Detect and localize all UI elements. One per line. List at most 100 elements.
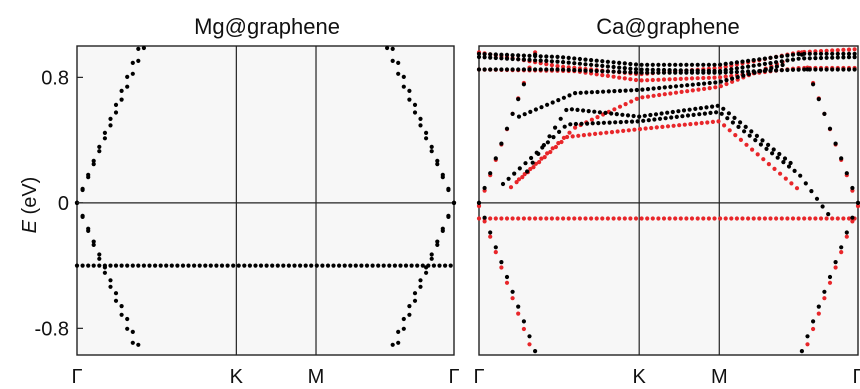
band-point xyxy=(774,68,779,73)
band-point xyxy=(643,126,648,131)
band-point xyxy=(364,263,370,268)
band-point xyxy=(584,90,589,95)
band-point xyxy=(779,59,784,64)
y-tick-label: 0.8 xyxy=(41,67,69,89)
band-point xyxy=(544,216,549,221)
band-point xyxy=(499,265,504,270)
band-point xyxy=(846,216,852,221)
y-axis-unit: (eV) xyxy=(19,177,41,215)
band-point xyxy=(80,213,85,218)
band-point xyxy=(589,62,594,67)
band-point xyxy=(527,334,532,339)
band-point xyxy=(476,54,482,60)
band-point xyxy=(390,46,395,52)
band-point xyxy=(704,105,709,110)
band-point xyxy=(113,263,119,268)
band-point xyxy=(611,60,616,65)
band-point xyxy=(633,67,639,72)
band-point xyxy=(530,160,535,165)
band-point xyxy=(762,56,768,61)
band-point xyxy=(91,162,96,167)
band-point xyxy=(521,319,527,324)
band-point xyxy=(629,119,635,124)
band-point xyxy=(108,116,113,121)
band-point xyxy=(678,70,683,75)
band-point xyxy=(555,54,560,60)
band-point xyxy=(510,289,515,294)
band-point xyxy=(125,263,130,268)
band-point xyxy=(583,216,588,221)
band-point xyxy=(594,58,599,63)
band-point xyxy=(727,128,732,133)
band-point xyxy=(841,216,846,221)
band-point xyxy=(770,151,775,156)
band-point xyxy=(841,47,846,53)
band-point xyxy=(626,128,631,133)
band-point xyxy=(642,113,647,118)
band-point xyxy=(712,75,717,80)
band-point xyxy=(814,196,820,201)
band-point xyxy=(676,109,681,114)
band-point xyxy=(197,263,202,268)
band-point xyxy=(645,62,650,67)
band-point xyxy=(830,51,835,56)
band-point xyxy=(701,75,706,81)
y-tick-label: -0.8 xyxy=(35,318,69,340)
band-point xyxy=(833,260,838,265)
band-point xyxy=(603,110,608,115)
band-point xyxy=(766,142,771,147)
band-point xyxy=(839,250,844,255)
band-point xyxy=(721,106,726,111)
band-point xyxy=(573,125,578,130)
band-point xyxy=(650,67,655,72)
band-point xyxy=(628,70,633,75)
band-point xyxy=(611,69,616,74)
band-point xyxy=(609,130,615,135)
band-point xyxy=(476,200,482,205)
band-point xyxy=(824,51,829,56)
band-point xyxy=(476,51,482,56)
band-point xyxy=(482,219,487,224)
band-point xyxy=(499,56,504,61)
band-point xyxy=(685,83,690,88)
band-point xyxy=(639,67,644,72)
band-point xyxy=(225,263,230,268)
band-point xyxy=(669,115,674,120)
band-point xyxy=(113,102,119,107)
band-point xyxy=(706,75,712,80)
band-point xyxy=(86,263,91,268)
band-point xyxy=(614,112,619,117)
band-point xyxy=(698,106,704,111)
band-point xyxy=(622,61,627,66)
band-point xyxy=(798,173,803,178)
band-point xyxy=(718,70,723,75)
band-point xyxy=(533,67,538,72)
band-point xyxy=(561,216,566,221)
band-point xyxy=(258,263,264,268)
band-point xyxy=(493,52,498,57)
ca-graphene-panel: Ca@graphene Γ K M Γ xyxy=(473,14,860,388)
band-point xyxy=(119,97,124,102)
band-point xyxy=(622,70,627,75)
band-point xyxy=(550,100,555,105)
band-point xyxy=(583,57,588,62)
band-point xyxy=(615,129,620,134)
band-point xyxy=(533,349,538,354)
band-point xyxy=(761,157,766,162)
band-point xyxy=(412,102,418,107)
band-point xyxy=(539,105,544,110)
band-point xyxy=(370,263,375,268)
band-point xyxy=(718,216,723,221)
band-point xyxy=(538,58,543,63)
band-point xyxy=(528,109,533,114)
band-point xyxy=(695,62,700,67)
band-point xyxy=(689,216,695,221)
band-point xyxy=(631,113,636,119)
band-point xyxy=(624,119,629,124)
band-point xyxy=(298,263,303,268)
band-point xyxy=(790,67,796,72)
band-point xyxy=(527,342,532,347)
band-point xyxy=(742,129,747,134)
band-point xyxy=(707,80,712,86)
